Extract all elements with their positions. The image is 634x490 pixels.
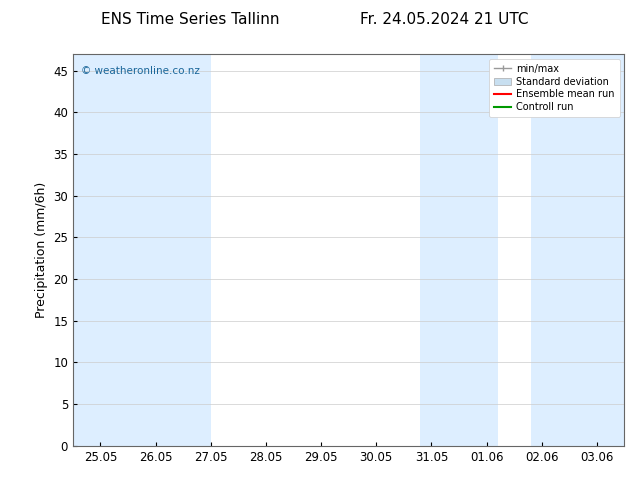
Text: © weatheronline.co.nz: © weatheronline.co.nz: [81, 66, 200, 75]
Bar: [531, 54, 624, 446]
Text: Fr. 24.05.2024 21 UTC: Fr. 24.05.2024 21 UTC: [359, 12, 528, 27]
Text: ENS Time Series Tallinn: ENS Time Series Tallinn: [101, 12, 280, 27]
Bar: [73, 54, 210, 446]
Legend: min/max, Standard deviation, Ensemble mean run, Controll run: min/max, Standard deviation, Ensemble me…: [489, 59, 619, 117]
Y-axis label: Precipitation (mm/6h): Precipitation (mm/6h): [35, 182, 48, 318]
Bar: [420, 54, 498, 446]
